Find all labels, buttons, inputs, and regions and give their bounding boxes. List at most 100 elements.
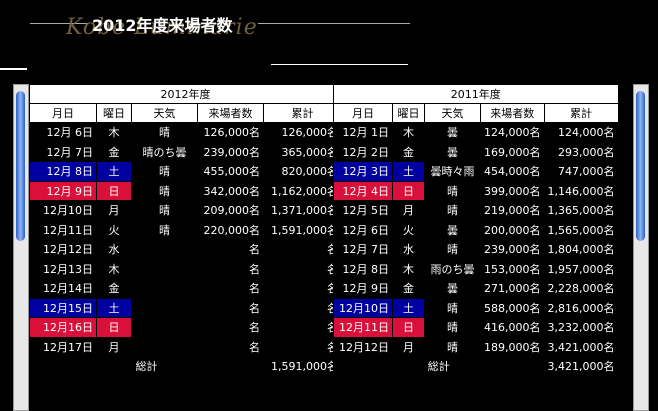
- date-cell: 12月15日: [30, 298, 96, 317]
- date-cell: 12月16日: [30, 318, 96, 337]
- total-value: 3,421,000名: [547, 360, 615, 374]
- total-row: 総計 3,421,000名: [334, 357, 618, 376]
- date-cell: 12月12日: [339, 340, 389, 354]
- visitors-cell: 588,000名: [484, 301, 541, 315]
- luminarie-logo: Kobe Luminarie: [66, 15, 258, 40]
- date-cell: 12月 6日: [46, 126, 94, 140]
- weather-cell: 晴: [159, 204, 170, 218]
- table-row: 12月 7日金 晴のち曇 239,000名 365,000名: [30, 143, 341, 162]
- weather-cell: 晴: [447, 184, 458, 198]
- date-cell: 12月11日: [43, 223, 93, 237]
- weekday-cell: 日: [97, 181, 131, 200]
- weekday-cell: 火: [403, 223, 414, 237]
- date-cell: 12月 8日: [30, 162, 96, 181]
- cumulative-cell: 名: [264, 260, 341, 279]
- visitors-cell: 239,000名: [484, 243, 541, 257]
- date-cell: 12月11日: [334, 318, 392, 337]
- cumulative-cell: 名: [264, 338, 341, 357]
- date-cell: 12月10日: [334, 298, 392, 317]
- table-row: 12月11日 火 晴 220,000名 1,591,000名: [30, 221, 341, 240]
- divider-mid: [271, 64, 408, 65]
- visitors-cell: 126,000名: [203, 126, 261, 140]
- visitors-cell: 189,000名: [484, 340, 541, 354]
- table-row: 12月10日土 晴 588,000名 2,816,000名: [334, 298, 618, 317]
- total-label: 総計: [135, 360, 158, 374]
- date-cell: 12月13日: [43, 262, 93, 276]
- date-cell: 12月 2日: [342, 145, 390, 159]
- weather-cell: 晴: [447, 301, 458, 315]
- cumulative-cell: 3,232,000名: [547, 321, 615, 335]
- weather-cell: 晴: [447, 340, 458, 354]
- weekday-cell: 土: [97, 162, 131, 181]
- weather-cell: [132, 299, 197, 318]
- table-row: 12月13日 木 名名: [30, 260, 341, 279]
- column-header: 来場者数: [481, 104, 544, 122]
- weekday-cell: 日: [393, 181, 424, 200]
- date-cell: 12月 6日: [342, 223, 390, 237]
- date-cell: 12月12日: [43, 243, 93, 257]
- date-cell: 12月 9日: [30, 181, 96, 200]
- weekday-cell: 木: [108, 262, 120, 276]
- weather-cell: 曇: [447, 282, 458, 296]
- table-row: 12月 8日土 晴 455,000名 820,000名: [30, 162, 341, 181]
- left-scrollbar-thumb[interactable]: [16, 91, 25, 241]
- total-label: 総計: [427, 360, 450, 374]
- column-header: 天気: [132, 104, 197, 122]
- weekday-cell: 水: [403, 243, 414, 257]
- column-header: 月日: [30, 104, 96, 122]
- cumulative-cell: 1,146,000名: [547, 184, 615, 198]
- weather-cell: 晴: [447, 243, 458, 257]
- visitors-cell: 209,000名: [203, 204, 261, 218]
- weather-cell: [132, 318, 197, 337]
- table-row: 12月12日 水 名名: [30, 240, 341, 259]
- table-2011-panel: 2011年度 月日 曜日 天気 来場者数 累計 12月 1日木曇 124,000名 124,00…: [333, 84, 619, 377]
- visitors-cell: 名: [249, 262, 260, 276]
- cumulative-cell: 1,804,000名: [547, 243, 615, 257]
- cumulative-cell: 365,000名: [281, 145, 339, 159]
- visitors-cell: 239,000名: [203, 145, 261, 159]
- cumulative-cell: 747,000名: [558, 165, 615, 179]
- visitors-cell: 名: [249, 321, 260, 335]
- date-cell: 12月 1日: [342, 126, 390, 140]
- cumulative-cell: 1,162,000名: [271, 184, 338, 198]
- table-row: 12月 4日日 晴 399,000名 1,146,000名: [334, 181, 618, 200]
- weekday-cell: 土: [393, 162, 424, 181]
- cumulative-cell: 293,000名: [558, 145, 615, 159]
- weekday-cell: 金: [403, 145, 414, 159]
- left-scrollbar[interactable]: [13, 84, 29, 411]
- right-scrollbar-thumb[interactable]: [636, 91, 645, 241]
- table-row: 12月 2日金 曇 169,000名 293,000名: [334, 143, 618, 162]
- visitors-cell: 455,000名: [203, 165, 261, 179]
- visitors-cell: 399,000名: [484, 184, 541, 198]
- weekday-cell: 金: [403, 282, 414, 296]
- visitors-cell: 454,000名: [484, 165, 541, 179]
- visitors-cell: 124,000名: [484, 126, 541, 140]
- right-scrollbar[interactable]: [633, 84, 649, 411]
- table-row: 12月 1日木 曇 124,000名 124,000名: [334, 123, 618, 142]
- visitors-table-2011: 2011年度 月日 曜日 天気 来場者数 累計 12月 1日木曇 124,000名 124,00…: [333, 84, 619, 377]
- cumulative-cell: 名: [264, 240, 341, 259]
- date-cell: 12月 7日: [342, 243, 390, 257]
- visitors-cell: 200,000名: [484, 223, 541, 237]
- date-cell: 12月14日: [43, 282, 93, 296]
- date-cell: 12月 4日: [334, 181, 392, 200]
- column-header: 累計: [544, 104, 618, 122]
- table-row: 12月 6日木 晴 126,000名 126,000名: [30, 123, 341, 142]
- weekday-cell: 木: [403, 126, 414, 140]
- cumulative-cell: 1,371,000名: [271, 204, 338, 218]
- column-header: 月日: [334, 104, 392, 122]
- table-row: 12月 5日月 晴 219,000名 1,365,000名: [334, 201, 618, 220]
- table-row: 12月12日月 晴 189,000名 3,421,000名: [334, 338, 618, 357]
- cumulative-cell: 1,365,000名: [547, 204, 615, 218]
- date-cell: 12月 7日: [46, 145, 94, 159]
- header-rule-right: [258, 23, 410, 24]
- weekday-cell: 月: [108, 340, 120, 354]
- table-2012-panel: 2012年度 月日 曜日 天気 来場者数 累計 12月 6日木晴 126,000名 126,00…: [29, 84, 342, 377]
- table-row: 12月11日日 晴 416,000名 3,232,000名: [334, 318, 618, 337]
- table-row: 12月 8日木 雨のち曇 153,000名 1,957,000名: [334, 260, 618, 279]
- weekday-cell: 水: [108, 243, 120, 257]
- table-row: 12月 9日日 晴 342,000名 1,162,000名: [30, 181, 341, 200]
- table-caption: 2011年度: [334, 85, 618, 103]
- column-header: 曜日: [97, 104, 131, 122]
- table-row: 12月14日 金 名名: [30, 279, 341, 298]
